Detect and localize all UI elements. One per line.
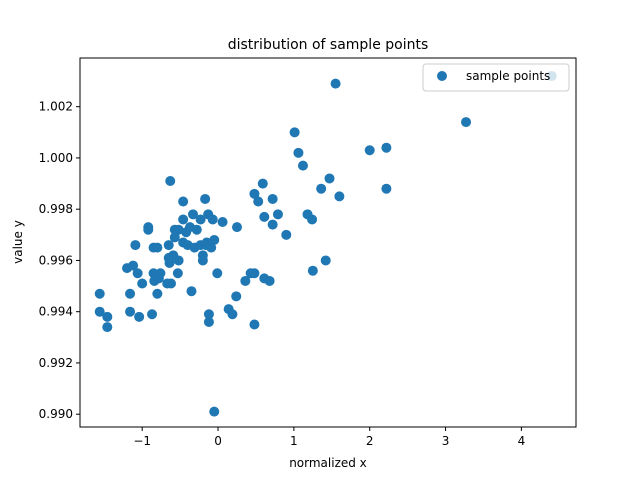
x-tick-label: 0: [214, 434, 222, 448]
legend-label: sample points: [466, 69, 550, 83]
y-tick-label: 0.998: [39, 202, 73, 216]
data-point: [267, 193, 278, 204]
legend-marker: [437, 71, 447, 81]
data-point: [381, 142, 392, 153]
y-axis-ticks: 0.990 0.992 0.994 0.996 0.998 1.000 1.002: [39, 100, 80, 421]
data-point: [94, 288, 105, 299]
data-point: [186, 286, 197, 297]
data-point: [188, 209, 199, 220]
data-point: [281, 229, 292, 240]
data-point: [249, 319, 260, 330]
data-point: [147, 309, 158, 320]
data-point: [316, 183, 327, 194]
y-tick-label: 0.996: [39, 253, 73, 267]
data-point: [163, 240, 174, 251]
x-tick-label: 2: [366, 434, 374, 448]
data-point: [203, 309, 214, 320]
data-point: [169, 232, 180, 243]
data-point: [330, 78, 341, 89]
data-point: [364, 145, 375, 156]
data-point: [272, 209, 283, 220]
data-point: [259, 211, 270, 222]
data-point: [130, 240, 141, 251]
x-tick-label: 4: [518, 434, 526, 448]
data-point: [134, 311, 145, 322]
data-point: [461, 117, 472, 128]
data-point: [195, 214, 206, 225]
y-tick-label: 0.990: [39, 407, 73, 421]
data-point: [207, 214, 218, 225]
data-point: [102, 311, 113, 322]
data-point: [132, 268, 143, 279]
data-point: [212, 268, 223, 279]
axes-background: [80, 58, 576, 427]
plot-area: [79, 57, 577, 428]
data-point: [264, 275, 275, 286]
chart-title: distribution of sample points: [228, 37, 429, 53]
data-point: [166, 278, 177, 289]
data-point: [320, 255, 331, 266]
data-point: [297, 160, 308, 171]
data-point: [203, 316, 214, 327]
data-point: [334, 191, 345, 202]
data-point: [200, 193, 211, 204]
data-point: [102, 322, 113, 333]
x-tick-label: 3: [442, 434, 450, 448]
x-axis-label: normalized x: [289, 456, 367, 470]
data-point: [137, 278, 148, 289]
data-point: [249, 268, 260, 279]
data-point: [178, 196, 189, 207]
data-point: [152, 288, 163, 299]
data-point: [231, 291, 242, 302]
data-point: [191, 224, 202, 235]
data-point: [289, 127, 300, 138]
x-tick-label: −1: [133, 434, 151, 448]
data-point: [173, 255, 184, 266]
data-point: [240, 275, 251, 286]
data-point: [155, 268, 166, 279]
data-point: [128, 260, 139, 271]
data-point: [324, 173, 335, 184]
data-points: [94, 70, 557, 417]
y-tick-label: 0.994: [39, 305, 73, 319]
data-point: [231, 222, 242, 233]
legend: sample points: [422, 63, 570, 92]
data-point: [206, 242, 217, 253]
data-point: [172, 268, 183, 279]
y-tick-label: 1.002: [39, 100, 73, 114]
data-point: [178, 214, 189, 225]
data-point: [381, 183, 392, 194]
data-point: [253, 196, 264, 207]
legend-box: [422, 63, 570, 92]
data-point: [197, 250, 208, 261]
data-point: [125, 288, 136, 299]
data-point: [249, 188, 260, 199]
data-point: [209, 234, 220, 245]
data-point: [173, 224, 184, 235]
data-point: [165, 176, 176, 186]
data-point: [227, 309, 238, 320]
data-point: [257, 178, 268, 189]
data-point: [125, 306, 136, 317]
data-point: [143, 224, 154, 235]
data-point: [267, 219, 278, 230]
y-tick-label: 1.000: [39, 151, 73, 165]
y-axis-label: value y: [11, 220, 25, 264]
y-tick-label: 0.992: [39, 356, 73, 370]
data-point: [152, 242, 163, 253]
data-point: [94, 306, 105, 317]
axes-frame: [79, 57, 577, 428]
x-axis-ticks: −1 0 1 2 3 4: [133, 427, 525, 448]
data-point: [217, 217, 228, 227]
data-point: [209, 406, 220, 417]
data-point: [307, 214, 318, 225]
data-point: [164, 258, 175, 268]
data-point: [293, 147, 304, 158]
data-point: [307, 265, 318, 276]
x-tick-label: 1: [290, 434, 298, 448]
